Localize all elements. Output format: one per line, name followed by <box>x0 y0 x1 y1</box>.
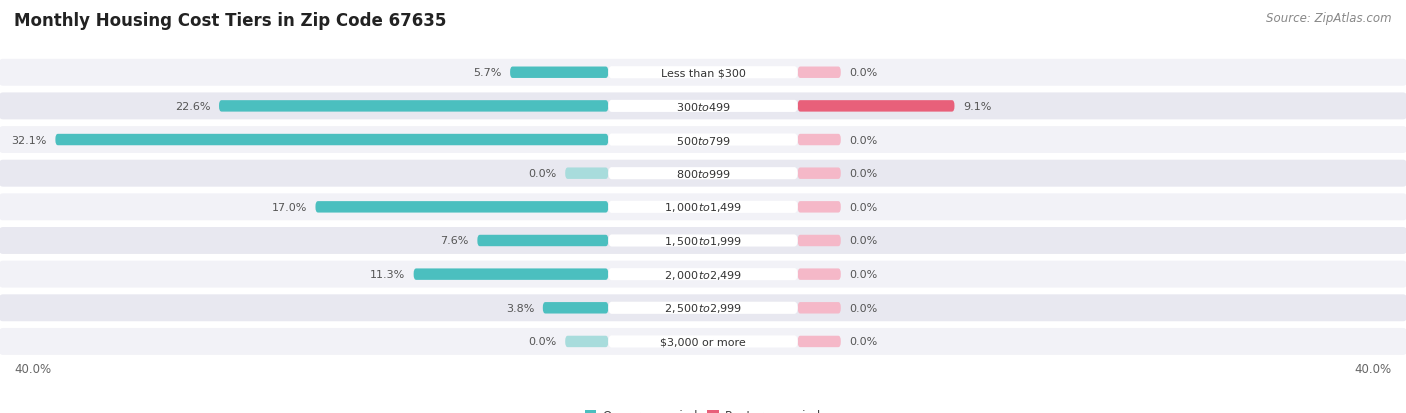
FancyBboxPatch shape <box>797 67 841 79</box>
Text: $1,500 to $1,999: $1,500 to $1,999 <box>664 235 742 247</box>
Text: 11.3%: 11.3% <box>370 270 405 280</box>
Legend: Owner-occupied, Renter-occupied: Owner-occupied, Renter-occupied <box>579 404 827 413</box>
Text: $2,000 to $2,499: $2,000 to $2,499 <box>664 268 742 281</box>
Text: 32.1%: 32.1% <box>11 135 46 145</box>
Text: 0.0%: 0.0% <box>849 202 877 212</box>
Text: 0.0%: 0.0% <box>849 169 877 179</box>
Text: 40.0%: 40.0% <box>1355 363 1392 375</box>
FancyBboxPatch shape <box>565 336 609 347</box>
FancyBboxPatch shape <box>797 101 955 112</box>
Text: Monthly Housing Cost Tiers in Zip Code 67635: Monthly Housing Cost Tiers in Zip Code 6… <box>14 12 447 30</box>
FancyBboxPatch shape <box>315 202 609 213</box>
FancyBboxPatch shape <box>609 235 797 247</box>
Text: 0.0%: 0.0% <box>849 68 877 78</box>
FancyBboxPatch shape <box>0 261 1406 288</box>
FancyBboxPatch shape <box>609 336 797 348</box>
Text: Less than $300: Less than $300 <box>661 68 745 78</box>
Text: $800 to $999: $800 to $999 <box>675 168 731 180</box>
Text: $3,000 or more: $3,000 or more <box>661 337 745 347</box>
Text: 0.0%: 0.0% <box>849 135 877 145</box>
Text: $300 to $499: $300 to $499 <box>675 101 731 113</box>
Text: 0.0%: 0.0% <box>849 337 877 347</box>
FancyBboxPatch shape <box>0 194 1406 221</box>
Text: 17.0%: 17.0% <box>271 202 307 212</box>
FancyBboxPatch shape <box>797 168 841 180</box>
FancyBboxPatch shape <box>55 135 609 146</box>
Text: $2,500 to $2,999: $2,500 to $2,999 <box>664 301 742 315</box>
FancyBboxPatch shape <box>0 127 1406 154</box>
Text: $500 to $799: $500 to $799 <box>675 134 731 146</box>
FancyBboxPatch shape <box>609 268 797 280</box>
Text: 0.0%: 0.0% <box>849 236 877 246</box>
FancyBboxPatch shape <box>510 67 609 79</box>
FancyBboxPatch shape <box>543 302 609 314</box>
FancyBboxPatch shape <box>609 101 797 113</box>
Text: 0.0%: 0.0% <box>529 169 557 179</box>
FancyBboxPatch shape <box>0 93 1406 120</box>
FancyBboxPatch shape <box>609 67 797 79</box>
Text: 3.8%: 3.8% <box>506 303 534 313</box>
Text: 0.0%: 0.0% <box>849 270 877 280</box>
FancyBboxPatch shape <box>609 134 797 146</box>
FancyBboxPatch shape <box>797 302 841 314</box>
Text: 22.6%: 22.6% <box>174 102 211 112</box>
Text: 9.1%: 9.1% <box>963 102 991 112</box>
FancyBboxPatch shape <box>565 168 609 180</box>
FancyBboxPatch shape <box>0 228 1406 254</box>
FancyBboxPatch shape <box>609 201 797 214</box>
FancyBboxPatch shape <box>609 168 797 180</box>
Text: 0.0%: 0.0% <box>529 337 557 347</box>
FancyBboxPatch shape <box>0 59 1406 86</box>
FancyBboxPatch shape <box>0 294 1406 321</box>
FancyBboxPatch shape <box>797 202 841 213</box>
FancyBboxPatch shape <box>797 336 841 347</box>
Text: 40.0%: 40.0% <box>14 363 51 375</box>
Text: Source: ZipAtlas.com: Source: ZipAtlas.com <box>1267 12 1392 25</box>
Text: 0.0%: 0.0% <box>849 303 877 313</box>
Text: $1,000 to $1,499: $1,000 to $1,499 <box>664 201 742 214</box>
FancyBboxPatch shape <box>797 135 841 146</box>
Text: 7.6%: 7.6% <box>440 236 468 246</box>
FancyBboxPatch shape <box>609 302 797 314</box>
FancyBboxPatch shape <box>478 235 609 247</box>
Text: 5.7%: 5.7% <box>472 68 502 78</box>
FancyBboxPatch shape <box>0 328 1406 355</box>
FancyBboxPatch shape <box>0 160 1406 187</box>
FancyBboxPatch shape <box>797 269 841 280</box>
FancyBboxPatch shape <box>219 101 609 112</box>
FancyBboxPatch shape <box>797 235 841 247</box>
FancyBboxPatch shape <box>413 269 609 280</box>
